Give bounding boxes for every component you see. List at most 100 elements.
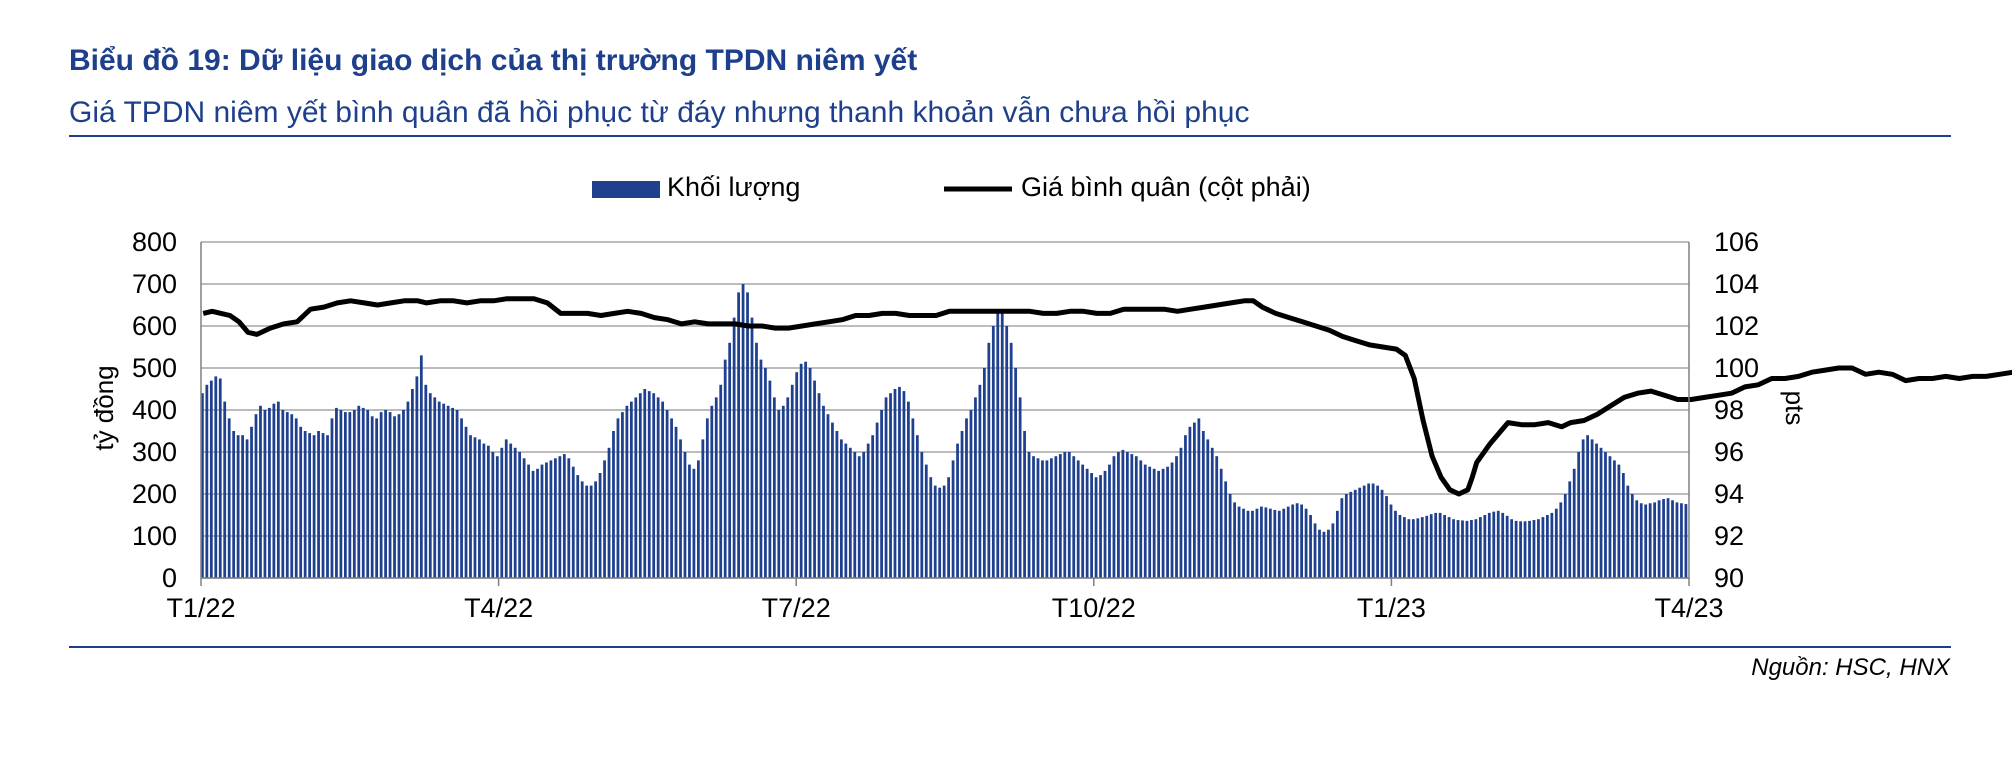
volume-bar xyxy=(1568,481,1572,578)
volume-bar xyxy=(621,412,624,578)
volume-bar xyxy=(822,405,825,578)
volume-bar xyxy=(889,393,892,578)
chart-subtitle: Giá TPDN niêm yết bình quân đã hồi phục … xyxy=(69,96,1250,129)
volume-bar xyxy=(446,405,450,578)
volume-bar xyxy=(674,426,678,578)
volume-bar xyxy=(683,452,687,578)
volume-bar xyxy=(308,433,312,578)
volume-bar xyxy=(1215,456,1219,578)
volume-bar xyxy=(746,292,749,578)
volume-bar xyxy=(513,447,517,578)
volume-bar xyxy=(1559,502,1563,578)
volume-bar xyxy=(469,435,472,578)
volume-bar xyxy=(1403,517,1406,578)
volume-bar xyxy=(1394,510,1397,578)
volume-bar xyxy=(1474,519,1478,578)
y-left-tick-label: 700 xyxy=(132,269,177,299)
volume-bar xyxy=(263,410,267,578)
volume-bar xyxy=(1188,426,1192,578)
y-right-tick-label: 104 xyxy=(1714,269,1759,299)
axes xyxy=(200,242,1690,579)
volume-bar xyxy=(826,414,830,578)
volume-bar xyxy=(384,410,387,578)
volume-bar xyxy=(701,439,705,578)
volume-bar xyxy=(402,410,405,578)
legend-bar-swatch xyxy=(592,181,660,198)
chart-title: Biểu đồ 19: Dữ liệu giao dịch của thị tr… xyxy=(69,44,918,77)
volume-bar xyxy=(1000,309,1004,578)
volume-bar xyxy=(1009,342,1013,578)
volume-bar xyxy=(223,401,227,578)
volume-bar xyxy=(697,460,700,578)
volume-bar xyxy=(442,403,446,578)
volume-bar xyxy=(1255,508,1259,578)
volume-bar xyxy=(1072,456,1076,578)
volume-bar xyxy=(1018,397,1022,578)
volume-bar xyxy=(1295,503,1299,578)
y-left-tick-label: 0 xyxy=(162,563,177,593)
volume-bar xyxy=(1546,515,1549,578)
volume-bar xyxy=(1519,521,1522,578)
volume-bar xyxy=(276,401,280,578)
volume-bar xyxy=(1251,510,1254,578)
volume-bar xyxy=(567,458,571,578)
volume-bar xyxy=(1081,464,1085,578)
volume-bar xyxy=(1590,439,1594,578)
volume-bar xyxy=(536,468,539,578)
volume-bar xyxy=(361,407,365,578)
volume-bar xyxy=(330,418,334,578)
volume-bar xyxy=(379,412,383,578)
volume-bar xyxy=(272,403,276,578)
volume-bar xyxy=(616,418,620,578)
volume-bar xyxy=(554,458,557,578)
volume-bar xyxy=(974,397,977,578)
volume-bar xyxy=(1443,515,1446,578)
volume-bar xyxy=(893,389,897,578)
volume-bar xyxy=(1023,431,1026,578)
volume-bar xyxy=(1523,521,1527,578)
volume-bar xyxy=(1161,468,1165,578)
volume-bar xyxy=(281,410,285,578)
volume-bar xyxy=(1608,456,1612,578)
volume-bar xyxy=(813,380,816,578)
volume-bar xyxy=(991,326,995,578)
volume-bar xyxy=(1380,489,1384,578)
y-right-tick-label: 102 xyxy=(1714,311,1759,341)
volume-bar xyxy=(1058,454,1062,578)
volume-bar xyxy=(1094,477,1098,578)
volume-bar xyxy=(929,477,933,578)
volume-bar xyxy=(241,435,244,578)
y-right-tick-label: 100 xyxy=(1714,353,1759,383)
volume-bar xyxy=(205,384,209,578)
volume-bar xyxy=(1184,435,1187,578)
volume-bar xyxy=(388,412,392,578)
volume-bar xyxy=(1621,473,1625,578)
volume-bar xyxy=(250,426,253,578)
volume-bar xyxy=(1175,456,1178,578)
volume-bar xyxy=(232,431,236,578)
volume-bar xyxy=(1461,520,1464,578)
volume-bar xyxy=(1304,508,1308,578)
volume-bar xyxy=(393,416,396,578)
volume-bar xyxy=(571,466,575,578)
volume-bar xyxy=(1514,520,1518,578)
volume-bar xyxy=(1367,483,1371,578)
volume-bar xyxy=(460,418,463,578)
volume-bar xyxy=(777,410,781,578)
volume-bar xyxy=(294,418,298,578)
volume-bar xyxy=(1639,503,1643,578)
volume-bar xyxy=(335,407,338,578)
volume-bar xyxy=(209,380,213,578)
y-right-tick-label: 96 xyxy=(1714,437,1744,467)
y-right-tick-label: 90 xyxy=(1714,563,1744,593)
volume-bar xyxy=(1260,506,1263,578)
volume-bar xyxy=(531,470,535,578)
volume-bar xyxy=(1041,460,1044,578)
volume-bar xyxy=(951,460,955,578)
volume-bar xyxy=(790,384,794,578)
volume-bar xyxy=(1282,508,1286,578)
volume-bar xyxy=(1447,517,1451,578)
volume-bar xyxy=(1277,510,1281,578)
volume-bar xyxy=(214,376,218,578)
volume-bar xyxy=(1438,512,1442,578)
